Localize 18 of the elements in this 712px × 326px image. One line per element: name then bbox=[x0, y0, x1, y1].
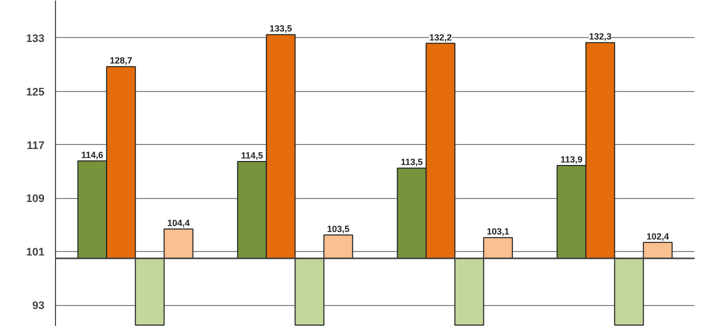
data-label: 103,1 bbox=[486, 226, 510, 237]
y-tick-label: 109 bbox=[26, 193, 45, 206]
data-label: 102,4 bbox=[646, 231, 670, 242]
y-tick-label: 125 bbox=[26, 86, 45, 98]
data-label: 113,5 bbox=[400, 157, 423, 168]
data-label: 113,9 bbox=[560, 154, 583, 165]
data-label: 128,7 bbox=[110, 56, 132, 66]
data-label: 132,3 bbox=[588, 32, 612, 42]
data-label: 114,6 bbox=[81, 150, 104, 160]
y-tick-label: 93 bbox=[32, 300, 45, 312]
y-tick-label: 133 bbox=[26, 32, 45, 45]
data-label: 104,4 bbox=[167, 218, 190, 228]
data-label: 114,5 bbox=[240, 150, 264, 160]
y-tick-label: 117 bbox=[26, 140, 45, 152]
data-label: 132,2 bbox=[429, 32, 452, 42]
data-label: 103,5 bbox=[326, 224, 350, 234]
y-tick-label: 101 bbox=[26, 246, 45, 259]
data-label: 133,5 bbox=[269, 24, 292, 34]
